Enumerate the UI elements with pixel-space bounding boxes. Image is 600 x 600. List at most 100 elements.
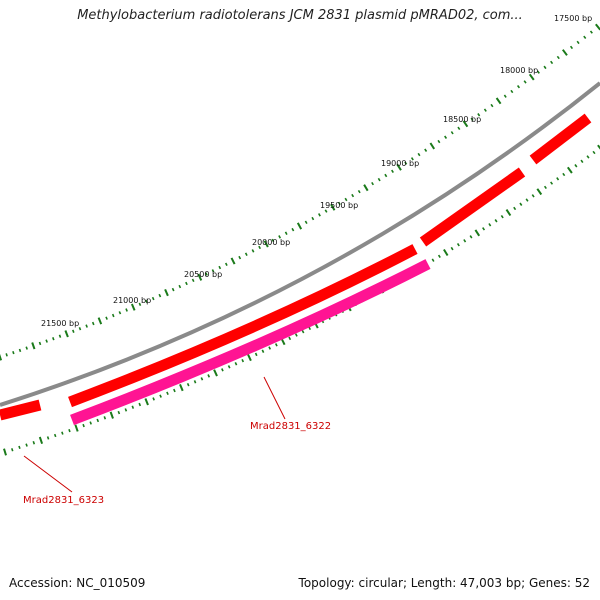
major-tick	[505, 209, 512, 217]
major-tick	[38, 436, 44, 445]
minor-tick	[576, 40, 580, 45]
minor-tick	[589, 30, 593, 34]
minor-tick	[186, 382, 190, 387]
minor-tick	[89, 421, 92, 425]
minor-tick	[351, 193, 355, 198]
major-tick	[566, 166, 573, 174]
minor-tick	[556, 55, 560, 60]
gene-label-mrad2831-6323[interactable]: Mrad2831_6323	[23, 495, 104, 506]
minor-tick	[105, 316, 108, 320]
major-tick	[536, 188, 543, 196]
minor-tick	[258, 245, 262, 250]
minor-tick	[525, 198, 529, 202]
major-tick	[74, 424, 79, 432]
minor-tick	[18, 445, 21, 450]
minor-tick	[178, 284, 182, 289]
minor-tick	[145, 299, 148, 304]
gene-label-connector	[23, 455, 73, 493]
minor-tick	[516, 85, 521, 89]
major-tick	[179, 384, 184, 392]
minor-tick	[25, 346, 28, 350]
minor-tick	[519, 202, 523, 206]
forward-gene-arrow[interactable]	[419, 167, 526, 247]
minor-tick	[46, 436, 50, 440]
minor-tick	[500, 214, 504, 219]
major-tick	[396, 163, 402, 171]
scale-label: 20000 bp	[252, 238, 290, 247]
forward-gene-arrow[interactable]	[68, 244, 418, 408]
minor-tick	[288, 336, 292, 341]
minor-tick	[580, 159, 584, 164]
minor-tick	[470, 117, 474, 122]
major-tick	[263, 240, 269, 248]
minor-tick	[437, 254, 441, 259]
minor-tick	[151, 296, 155, 301]
minor-tick	[5, 353, 8, 357]
minor-tick	[244, 252, 248, 256]
minor-tick	[191, 278, 195, 283]
map-title: Methylobacterium radiotolerans JCM 2831 …	[77, 8, 523, 23]
major-tick	[597, 144, 600, 150]
minor-tick	[205, 272, 208, 276]
scale-label: 18000 bp	[500, 66, 538, 75]
major-tick	[462, 120, 469, 128]
minor-tick	[404, 161, 408, 165]
forward-gene-arrow[interactable]	[0, 399, 42, 421]
minor-tick	[463, 239, 467, 243]
minor-tick	[53, 433, 57, 438]
major-tick	[97, 317, 103, 325]
minor-tick	[173, 388, 176, 393]
minor-tick	[503, 94, 507, 98]
minor-tick	[238, 255, 242, 260]
gene-label-mrad2831-6322[interactable]: Mrad2831_6322	[250, 421, 331, 432]
plasmid-backbone	[0, 81, 600, 407]
minor-tick	[477, 113, 481, 117]
minor-tick	[291, 227, 295, 232]
minor-tick	[68, 428, 71, 433]
scale-label: 21500 bp	[41, 319, 79, 328]
major-tick	[443, 248, 449, 257]
minor-tick	[543, 65, 547, 70]
minor-tick	[482, 227, 486, 231]
minor-tick	[111, 313, 115, 318]
minor-tick	[450, 131, 454, 135]
minor-tick	[18, 348, 22, 353]
minor-tick	[224, 262, 228, 266]
major-tick	[164, 288, 169, 297]
minor-tick	[456, 242, 460, 247]
minor-tick	[200, 377, 204, 381]
scale-label: 20500 bp	[184, 270, 222, 279]
minor-tick	[124, 408, 128, 412]
minor-tick	[431, 258, 435, 262]
minor-tick	[138, 302, 142, 307]
minor-tick	[278, 235, 282, 239]
minor-tick	[586, 155, 590, 159]
major-tick	[330, 203, 336, 211]
minor-tick	[218, 265, 222, 270]
minor-tick	[207, 374, 211, 378]
minor-tick	[12, 350, 15, 355]
major-tick	[230, 257, 236, 265]
major-tick	[561, 49, 568, 56]
minor-tick	[234, 362, 238, 366]
minor-tick	[261, 349, 265, 353]
minor-tick	[85, 324, 88, 328]
minor-tick	[344, 197, 348, 202]
minor-tick	[52, 337, 55, 341]
minor-tick	[583, 35, 587, 39]
forward-gene-arrow[interactable]	[529, 113, 592, 165]
minor-tick	[488, 223, 492, 227]
minor-tick	[166, 391, 169, 396]
minor-tick	[138, 402, 142, 407]
minor-tick	[25, 443, 28, 447]
major-tick	[197, 273, 203, 281]
minor-tick	[531, 194, 535, 198]
minor-tick	[61, 431, 64, 435]
minor-tick	[536, 70, 540, 74]
reverse-gene-arrow[interactable]	[70, 259, 431, 426]
minor-tick	[457, 126, 461, 131]
minor-tick	[562, 172, 566, 177]
major-tick	[130, 303, 136, 311]
minor-tick	[417, 152, 421, 157]
minor-tick	[304, 220, 308, 224]
